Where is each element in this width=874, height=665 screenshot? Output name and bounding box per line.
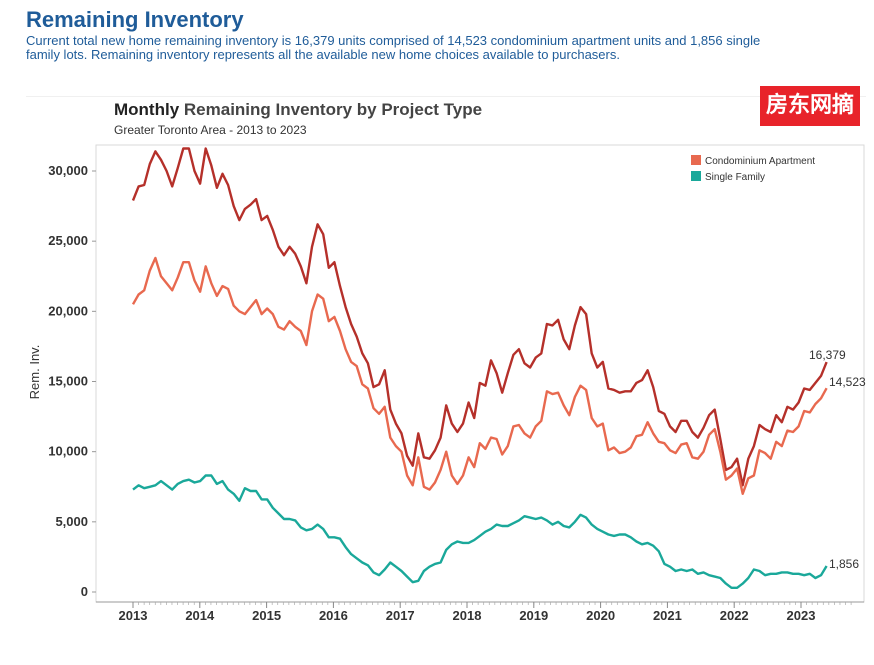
x-tick-label: 2021 <box>653 608 682 623</box>
legend-swatch <box>691 155 701 165</box>
chart-title: Monthly Remaining Inventory by Project T… <box>114 100 482 120</box>
legend: Condominium Apartment Single Family <box>691 155 815 183</box>
series-line-condominium-apartment <box>131 256 828 495</box>
x-axis: 2013 2014 2015 2016 2017 2018 2019 2020 2021 2022… <box>96 601 864 623</box>
y-tick-label: 20,000 <box>48 303 88 318</box>
legend-swatch <box>691 171 701 181</box>
y-tick-label: 25,000 <box>48 233 88 248</box>
y-tick-label: 15,000 <box>48 374 88 389</box>
watermark-logo: 房东网摘 <box>760 86 860 126</box>
x-tick-label: 2019 <box>519 608 548 623</box>
x-tick-label: 2013 <box>119 608 148 623</box>
chart-title-rest: Remaining Inventory by Project Type <box>183 100 483 119</box>
chart-subtitle: Greater Toronto Area - 2013 to 2023 <box>114 123 307 137</box>
y-axis: 0 5,000 10,000 15,000 20,000 25,000 30,000 <box>48 163 96 599</box>
divider <box>26 96 866 97</box>
page-description: Current total new home remaining invento… <box>26 33 761 62</box>
x-tick-label: 2023 <box>787 608 816 623</box>
x-tick-label: 2015 <box>252 608 281 623</box>
end-label-single: 1,856 <box>829 557 859 571</box>
y-tick-label: 0 <box>81 584 88 599</box>
y-tick-label: 10,000 <box>48 444 88 459</box>
legend-entry: Condominium Apartment <box>705 156 815 167</box>
x-tick-label: 2016 <box>319 608 348 623</box>
y-axis-title: Rem. Inv. <box>27 345 42 400</box>
end-label-condo: 14,523 <box>829 375 866 389</box>
x-tick-label: 2020 <box>586 608 615 623</box>
series-line-total <box>131 147 828 487</box>
series-line-single-family <box>132 474 828 589</box>
series-layer <box>131 147 828 589</box>
legend-entry: Single Family <box>705 172 765 183</box>
y-tick-label: 30,000 <box>48 163 88 178</box>
x-tick-label: 2022 <box>720 608 749 623</box>
page-title: Remaining Inventory <box>26 7 244 32</box>
end-label-total: 16,379 <box>809 348 846 362</box>
chart-title-bold: Monthly <box>114 100 180 119</box>
x-tick-label: 2018 <box>453 608 482 623</box>
plot-area-border <box>95 144 865 603</box>
x-tick-label: 2017 <box>386 608 415 623</box>
y-tick-label: 5,000 <box>55 514 88 529</box>
end-labels: 16,379 14,523 1,856 <box>809 348 866 571</box>
x-tick-label: 2014 <box>185 608 215 623</box>
